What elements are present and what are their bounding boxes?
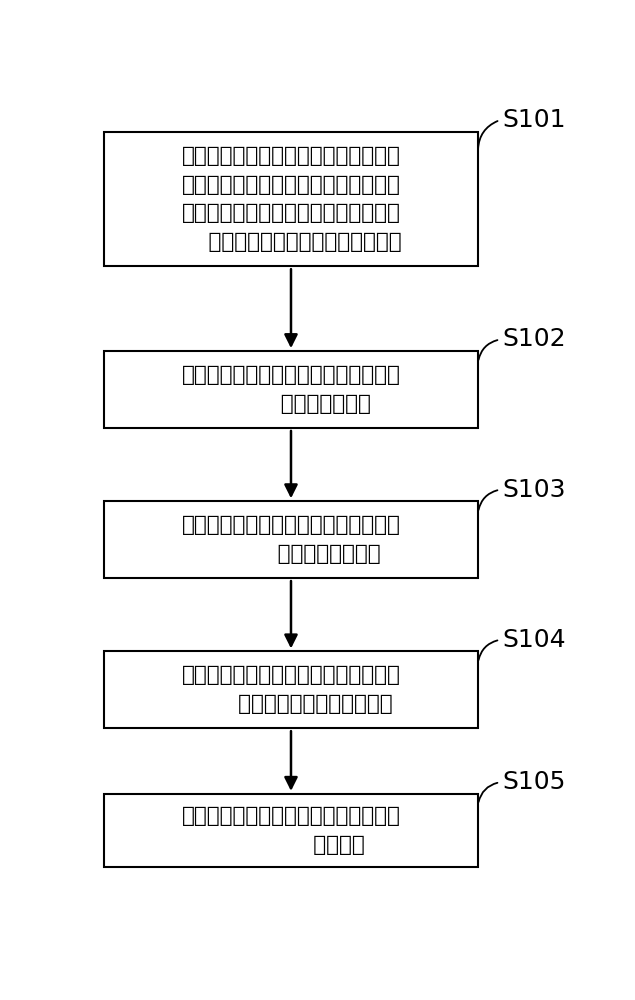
Text: S105: S105 [503, 770, 566, 794]
FancyArrowPatch shape [479, 640, 497, 660]
FancyArrowPatch shape [478, 121, 498, 149]
Text: 将温度数据与网格矩阵进行映射，获取
           板簧测点温度数据: 将温度数据与网格矩阵进行映射，获取 板簧测点温度数据 [182, 515, 401, 564]
Text: S101: S101 [503, 108, 566, 132]
Text: S104: S104 [503, 628, 566, 652]
Text: 通过一端连接分布式光纤解调仪的耐高
温单模光纤获取板簧的温度信息，其中
，耐高温单模光纤按照预先设定的路径
    铺设在组成板簧的玻璃纤维各层间: 通过一端连接分布式光纤解调仪的耐高 温单模光纤获取板簧的温度信息，其中 ，耐高温… [181, 146, 401, 252]
FancyBboxPatch shape [104, 794, 478, 867]
FancyBboxPatch shape [104, 351, 478, 428]
FancyArrowPatch shape [479, 340, 497, 360]
Text: S102: S102 [503, 327, 566, 351]
FancyArrowPatch shape [479, 490, 497, 510]
Text: 建立板簧三维模型，根据板簧模型各截
          面生成网格矩阵: 建立板簧三维模型，根据板簧模型各截 面生成网格矩阵 [182, 365, 401, 414]
Text: 根据全区域温度场获取板簧的各截面的
              温度云图: 根据全区域温度场获取板簧的各截面的 温度云图 [182, 806, 401, 855]
FancyBboxPatch shape [104, 132, 478, 266]
FancyBboxPatch shape [104, 651, 478, 728]
Text: 对板簧测点温度数据进行插值运算，获
       取板簧截面的全区域温度场: 对板簧测点温度数据进行插值运算，获 取板簧截面的全区域温度场 [182, 665, 401, 714]
Text: S103: S103 [503, 478, 566, 502]
FancyArrowPatch shape [479, 783, 497, 802]
FancyBboxPatch shape [104, 501, 478, 578]
